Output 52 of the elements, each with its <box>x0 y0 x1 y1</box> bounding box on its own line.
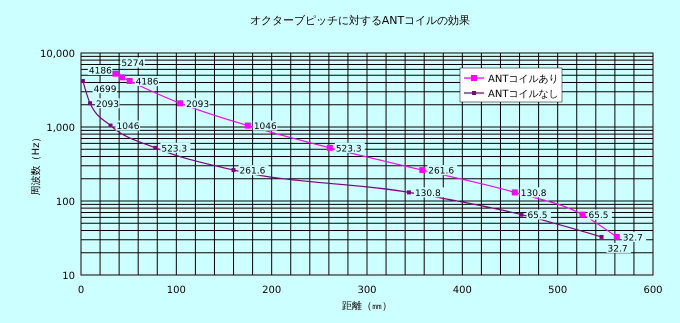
point <box>244 122 251 129</box>
data-label: 65.5 <box>588 211 608 222</box>
x-axis-title: 距離（㎜） <box>342 300 392 312</box>
data-label: 1046 <box>116 122 140 132</box>
data-label: 1046 <box>254 122 278 132</box>
point <box>153 146 158 150</box>
point <box>232 168 236 172</box>
data-label: 523.3 <box>161 144 188 154</box>
x-tick-label: 400 <box>452 285 472 296</box>
data-label: 65.5 <box>527 211 548 222</box>
point <box>614 234 620 240</box>
point <box>88 101 92 106</box>
data-label: 4186 <box>88 66 112 76</box>
chart-title: オクターブピッチに対するANTコイルの効果 <box>250 14 470 27</box>
y-tick-label: 100 <box>56 197 75 208</box>
point <box>579 212 586 218</box>
y-axis-title: 周波数（Hz） <box>30 132 42 196</box>
x-tick-label: 0 <box>78 285 84 296</box>
data-label: 261.6 <box>240 166 266 177</box>
data-label: 32.7 <box>622 233 643 244</box>
point <box>112 70 118 77</box>
y-tick-label: 10,000 <box>40 49 75 60</box>
data-label: 2093 <box>186 100 210 110</box>
point <box>512 189 518 196</box>
x-tick-label: 500 <box>548 285 568 296</box>
point <box>126 78 133 84</box>
data-label: 4186 <box>136 77 159 88</box>
legend-label: ANTコイルなし <box>488 89 558 100</box>
x-tick-label: 300 <box>357 285 377 296</box>
data-label: 523.3 <box>336 144 362 154</box>
point <box>519 212 524 217</box>
data-label: 261.6 <box>428 166 454 177</box>
point <box>326 144 333 151</box>
data-label: 130.8 <box>414 188 441 199</box>
data-label: 32.7 <box>608 244 628 254</box>
point <box>419 167 426 174</box>
point <box>108 124 113 128</box>
x-tick-label: 600 <box>643 285 663 296</box>
data-label: 2093 <box>96 100 119 110</box>
legend-label: ANTコイルあり <box>488 74 558 85</box>
point <box>177 100 184 106</box>
point <box>406 190 411 194</box>
point <box>600 234 604 239</box>
point <box>118 74 125 80</box>
data-label: 4699 <box>94 84 117 95</box>
y-tick-label: 1,000 <box>46 123 75 134</box>
x-tick-label: 100 <box>166 285 186 296</box>
data-label: 130.8 <box>520 188 547 199</box>
x-tick-label: 200 <box>262 285 282 296</box>
data-label: 5274 <box>121 59 144 70</box>
y-tick-label: 10 <box>62 271 75 282</box>
point <box>80 78 85 83</box>
